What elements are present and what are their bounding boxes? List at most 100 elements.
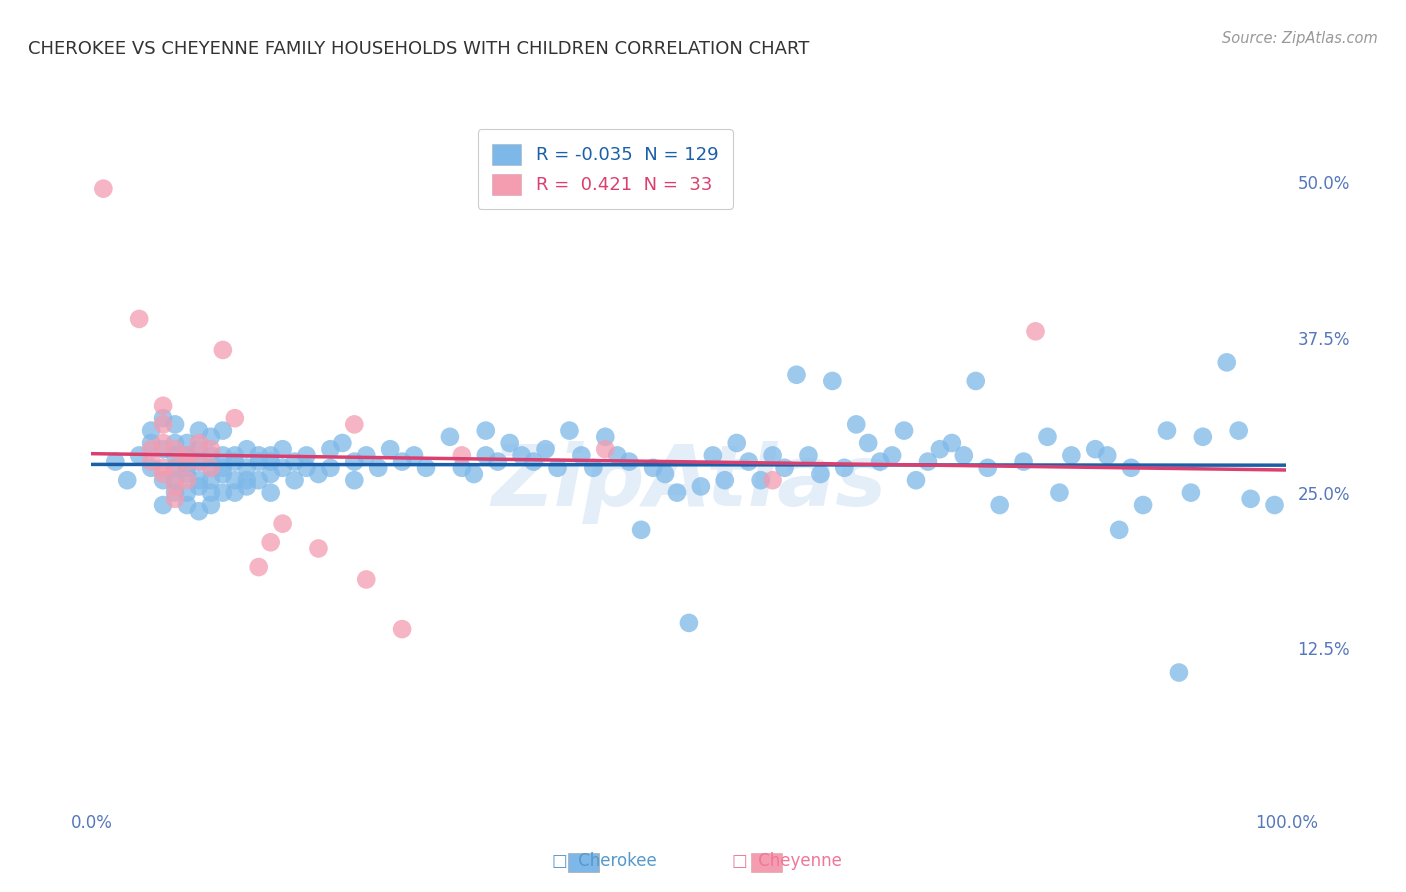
Point (224, 411, 246, 425)
Point (163, 479, 186, 493)
Point (976, 460, 998, 475)
Point (271, 460, 294, 475)
Point (953, 449, 976, 463)
Point (141, 424, 162, 438)
Point (176, 454, 198, 469)
Point (152, 498, 174, 512)
Point (523, 454, 546, 469)
Point (187, 442, 211, 457)
Point (332, 436, 354, 450)
Point (1084, 442, 1107, 457)
Point (163, 460, 186, 475)
Point (211, 424, 233, 438)
Point (319, 460, 342, 475)
Point (187, 504, 211, 518)
Point (224, 454, 246, 469)
Point (152, 467, 174, 481)
Point (247, 454, 270, 469)
Point (1156, 424, 1178, 438)
Point (259, 454, 281, 469)
Point (689, 479, 711, 493)
Point (307, 541, 329, 556)
Point (378, 442, 402, 457)
Point (187, 436, 211, 450)
Point (176, 485, 198, 500)
Point (247, 449, 270, 463)
Point (773, 460, 796, 475)
Point (546, 460, 568, 475)
Point (821, 374, 844, 388)
Point (247, 473, 270, 487)
Point (211, 343, 233, 357)
Point (211, 460, 233, 475)
Point (558, 424, 581, 438)
FancyBboxPatch shape (568, 853, 599, 872)
Point (402, 449, 425, 463)
Point (474, 449, 498, 463)
Point (200, 473, 222, 487)
Point (571, 449, 593, 463)
Point (176, 449, 198, 463)
Point (1060, 449, 1083, 463)
Point (128, 312, 150, 326)
Point (1012, 454, 1035, 469)
Point (1227, 424, 1250, 438)
Point (200, 442, 222, 457)
Point (176, 436, 198, 450)
Point (1180, 485, 1202, 500)
Point (1049, 485, 1071, 500)
Point (391, 454, 413, 469)
Point (235, 473, 259, 487)
Point (702, 449, 724, 463)
Point (965, 374, 987, 388)
Point (271, 442, 294, 457)
Point (152, 417, 174, 432)
Point (354, 573, 377, 587)
Point (176, 498, 198, 512)
Point (176, 467, 198, 481)
Point (271, 516, 294, 531)
Point (283, 473, 307, 487)
Point (187, 424, 211, 438)
Point (486, 454, 509, 469)
Point (115, 473, 138, 487)
Point (152, 436, 174, 450)
Point (152, 460, 174, 475)
Point (163, 417, 186, 432)
Point (619, 454, 641, 469)
Point (163, 449, 186, 463)
Point (439, 430, 461, 444)
Legend: R = -0.035  N = 129, R =  0.421  N =  33: R = -0.035 N = 129, R = 0.421 N = 33 (478, 129, 733, 209)
Point (187, 479, 211, 493)
Point (880, 449, 903, 463)
Point (450, 449, 472, 463)
Point (354, 449, 377, 463)
Point (295, 460, 318, 475)
Point (1264, 498, 1286, 512)
Text: □  Cherokee: □ Cherokee (553, 852, 657, 870)
Point (845, 417, 868, 432)
Point (415, 460, 437, 475)
Point (200, 430, 222, 444)
Text: ZipAtlas: ZipAtlas (491, 441, 887, 524)
Point (988, 498, 1011, 512)
Point (1119, 460, 1142, 475)
Point (211, 485, 233, 500)
Point (307, 467, 329, 481)
Point (1132, 498, 1154, 512)
Point (534, 442, 557, 457)
Point (593, 442, 616, 457)
Point (187, 454, 211, 469)
Point (152, 399, 174, 413)
Point (1024, 324, 1046, 338)
Point (725, 436, 748, 450)
Point (510, 449, 533, 463)
Point (832, 460, 855, 475)
Point (666, 485, 689, 500)
Point (761, 473, 783, 487)
Point (224, 485, 246, 500)
Point (474, 424, 498, 438)
Point (678, 615, 700, 630)
Point (163, 473, 186, 487)
Point (641, 460, 664, 475)
